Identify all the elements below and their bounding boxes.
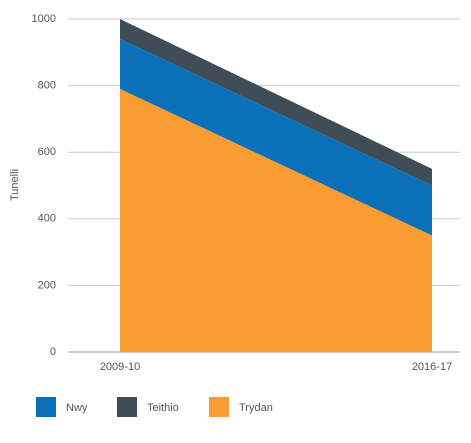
- y-tick-label: 0: [50, 346, 56, 358]
- y-tick-label: 600: [38, 146, 56, 158]
- y-tick-label: 400: [38, 213, 56, 225]
- legend-label: Trydan: [239, 402, 273, 414]
- legend-swatch: [36, 397, 56, 417]
- area: [120, 38, 432, 236]
- legend-label: Teithio: [147, 402, 179, 414]
- area: [120, 19, 432, 186]
- y-tick-label: 200: [38, 279, 56, 291]
- x-tick-label: 2009-10: [100, 361, 140, 373]
- y-tick-label: 1000: [32, 13, 56, 25]
- area: [120, 88, 432, 353]
- legend-swatch: [209, 397, 229, 417]
- legend-swatch: [117, 397, 137, 417]
- legend-label: Nwy: [66, 402, 88, 414]
- y-axis-label: Tunelli: [9, 169, 21, 201]
- x-tick-label: 2016-17: [412, 361, 452, 373]
- y-tick-label: 800: [38, 80, 56, 92]
